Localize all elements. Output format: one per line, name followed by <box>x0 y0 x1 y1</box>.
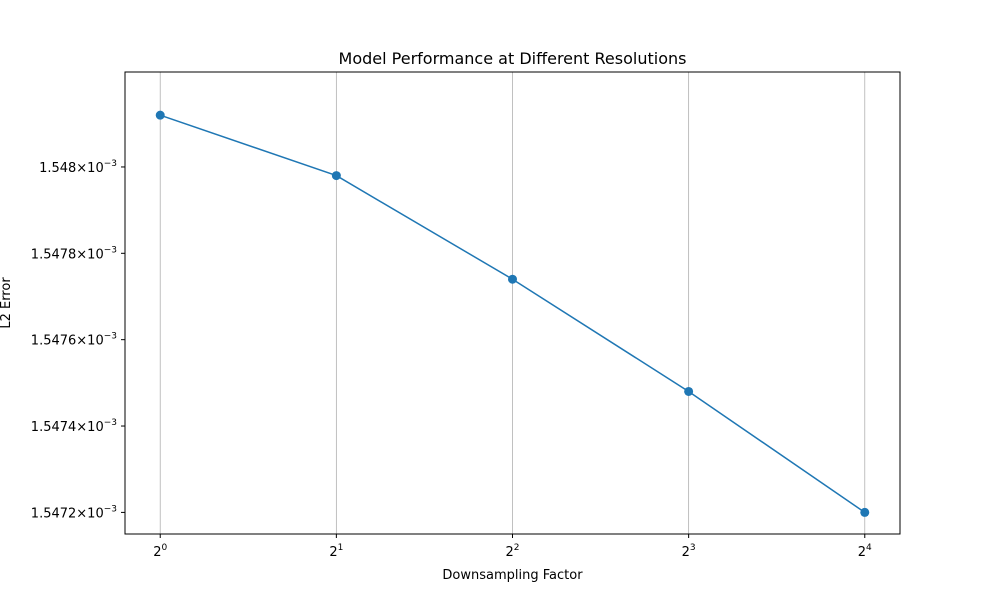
y-axis-label: L2 Error <box>0 277 14 329</box>
x-tick-label: 24 <box>858 543 872 560</box>
data-point <box>155 110 165 120</box>
x-axis-label: Downsampling Factor <box>442 568 583 583</box>
y-tick-label: 1.5474×10−3 <box>31 418 117 435</box>
data-points <box>155 110 870 517</box>
grid-layer <box>159 72 866 534</box>
chart-title: Model Performance at Different Resolutio… <box>339 49 687 68</box>
data-point <box>684 386 694 396</box>
data-point <box>331 171 341 181</box>
data-point <box>860 507 870 517</box>
y-tick-label: 1.5478×10−3 <box>31 245 117 262</box>
y-tick-label: 1.5476×10−3 <box>31 332 117 349</box>
x-axis-ticks: 20 21 22 23 24 <box>153 534 872 560</box>
x-tick-label: 21 <box>329 543 343 560</box>
data-point <box>508 274 517 284</box>
x-tick-label: 23 <box>682 543 696 560</box>
y-tick-label: 1.548×10−3 <box>39 159 117 176</box>
x-tick-label: 20 <box>153 543 167 560</box>
x-tick-label: 22 <box>505 543 519 560</box>
y-axis-ticks: 1.5472×10−3 1.5474×10−3 1.5476×10−3 1.5478×… <box>31 159 125 521</box>
y-tick-label: 1.5472×10−3 <box>31 504 117 521</box>
